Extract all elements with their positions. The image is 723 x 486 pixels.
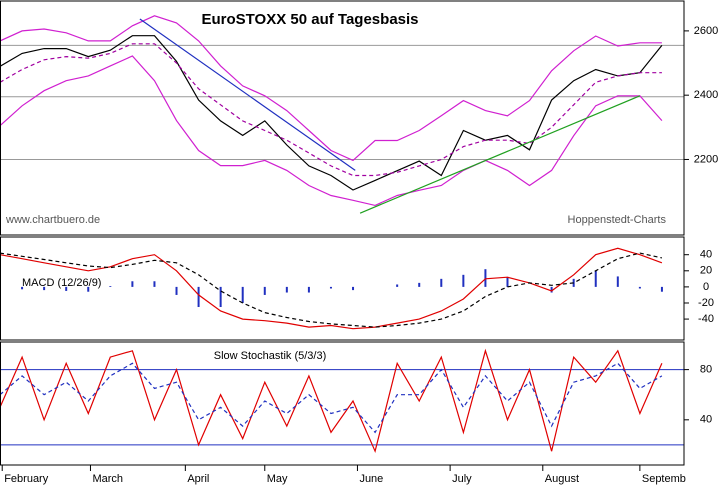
y-tick-label: 2200 [694,153,718,165]
y-tick-label: 2600 [694,25,718,37]
panel-label: MACD (12/26/9) [22,277,101,289]
y-tick-label: 0 [703,281,709,293]
histogram-bar [175,286,178,295]
y-tick-label: 40 [700,414,712,426]
plot-area [0,247,663,330]
x-tick-label: February [4,473,49,485]
panel-border [0,0,685,236]
histogram-bar [660,286,663,292]
histogram-bar [263,286,266,295]
panel-border [0,236,685,341]
x-tick-label: August [545,473,579,485]
series-line [0,15,662,162]
plot-area [0,15,684,214]
y-tick-label: 20 [700,265,712,277]
series-line [0,55,663,207]
histogram-bar [396,284,399,287]
histogram-bar [352,286,355,291]
histogram-bar [594,270,597,287]
y-tick-label: -40 [698,313,714,325]
series-line [0,35,663,191]
source-note: Hoppenstedt-Charts [568,214,667,226]
panel-border [0,341,685,466]
x-tick-label: June [359,473,383,485]
y-tick-label: -20 [698,297,714,309]
watermark: www.chartbuero.de [5,214,100,226]
series-line [0,43,662,177]
x-tick-label: May [267,473,288,485]
histogram-bar [329,286,332,289]
x-tick-label: April [187,473,209,485]
y-tick-label: 40 [700,249,712,261]
x-tick-label: Septemb [642,473,686,485]
histogram-bar [109,286,112,287]
series-line [0,348,663,454]
y-tick-label: 80 [700,364,712,376]
plot-area [0,348,684,454]
histogram-bar [197,286,200,308]
histogram-bar [550,286,553,293]
series-line [0,252,663,328]
histogram-bar [506,277,509,287]
series-line [0,247,663,330]
y-tick-label: 2400 [694,89,718,101]
histogram-bar [484,269,487,287]
histogram-bar [87,286,90,292]
histogram-bar [418,282,421,287]
x-tick-label: July [452,473,472,485]
histogram-bar [43,286,46,291]
histogram-bar [131,281,134,287]
histogram-bar [285,286,288,293]
panel-label: Slow Stochastik (5/3/3) [214,350,327,362]
histogram-bar [616,276,619,287]
histogram-bar [65,286,68,291]
x-tick-label: March [92,473,123,485]
histogram-bar [440,278,443,287]
histogram-bar [219,286,222,308]
histogram-bar [307,286,310,293]
chart-title: EuroSTOXX 50 auf Tagesbasis [201,11,418,28]
histogram-bar [462,274,465,287]
histogram-bar [638,286,641,289]
series-line [0,362,663,434]
trend-line [359,95,641,214]
histogram-bar [153,281,156,287]
histogram-bar [21,286,24,290]
histogram-bar [241,286,244,303]
trend-line [139,18,356,171]
